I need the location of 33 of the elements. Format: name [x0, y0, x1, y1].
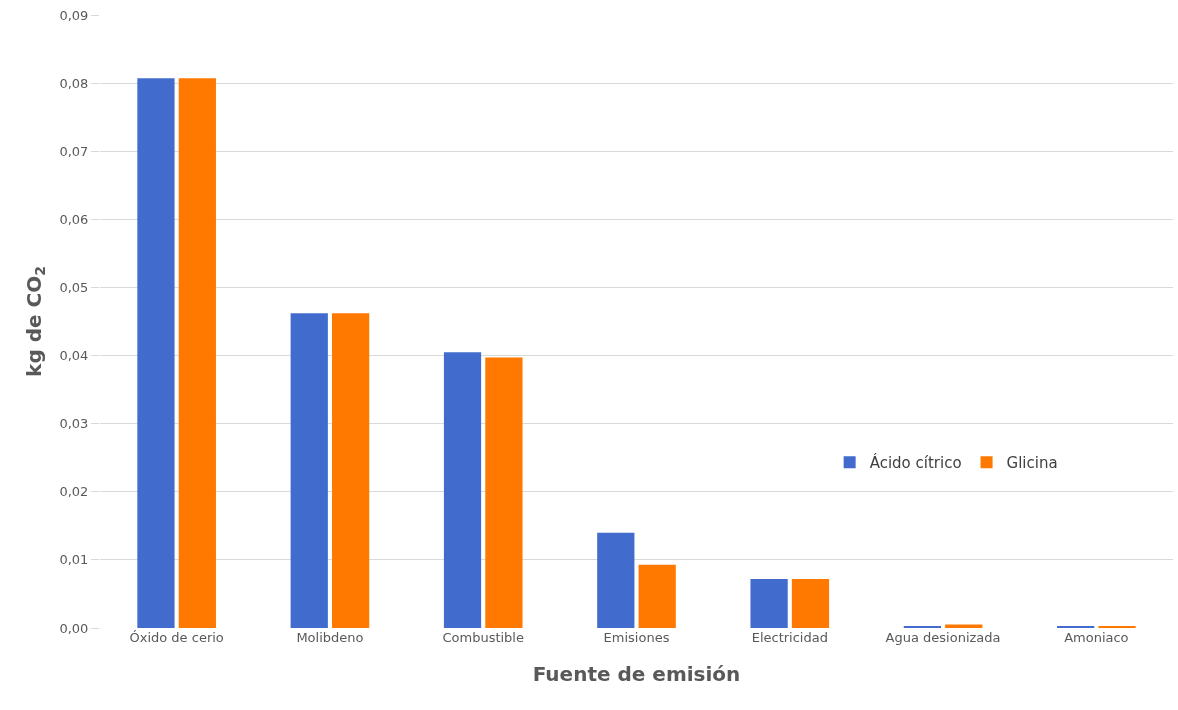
bar [332, 313, 370, 628]
bar [638, 564, 676, 628]
x-tick-label: Amoniaco [1064, 630, 1129, 645]
bar [597, 532, 635, 628]
x-tick-label: Molibdeno [296, 630, 364, 645]
legend-label: Ácido cítrico [869, 453, 962, 473]
bar [137, 78, 175, 628]
x-tick-label: Combustible [442, 630, 524, 645]
y-tick-label: 0,09 [59, 7, 89, 23]
bar [485, 357, 523, 628]
y-tick-label: 0,01 [59, 552, 89, 568]
y-tick-label: 0,00 [59, 620, 89, 636]
x-tick-label: Agua desionizada [885, 630, 1001, 645]
legend-label: Glicina [1006, 454, 1058, 473]
bar [1057, 625, 1095, 628]
x-axis-title: Fuente de emisión [532, 661, 741, 686]
bar [750, 578, 788, 628]
y-tick-label: 0,07 [59, 143, 89, 159]
bar [903, 625, 941, 628]
bar [178, 78, 216, 628]
y-tick-label: 0,03 [59, 416, 89, 432]
y-tick-label: 0,05 [59, 279, 89, 295]
bar [290, 313, 328, 628]
y-tick-label: 0,02 [59, 484, 89, 500]
y-tick-label: 0,08 [59, 75, 89, 91]
bar [1098, 625, 1136, 628]
y-tick-label: 0,06 [59, 211, 89, 227]
bar [443, 352, 482, 628]
x-tick-label: Emisiones [603, 630, 670, 645]
x-tick-label: Electricidad [751, 630, 828, 645]
bar [791, 578, 830, 628]
x-tick-label: Óxido de cerio [129, 630, 224, 645]
y-tick-label: 0,04 [59, 348, 89, 364]
